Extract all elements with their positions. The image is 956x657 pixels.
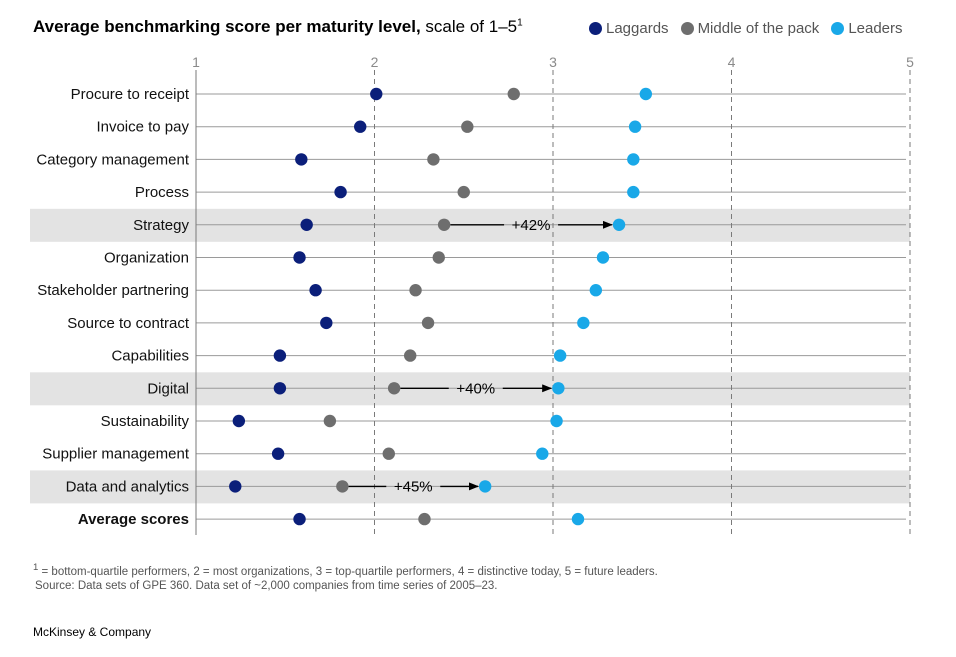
- row-label-procure-to-receipt: Procure to receipt: [71, 86, 190, 103]
- legend-marker-leaders: [831, 22, 845, 35]
- point-middle-capabilities: [404, 349, 417, 362]
- footnote-scale-text: = bottom-quartile performers, 2 = most o…: [38, 565, 658, 578]
- point-laggards-average-scores: [293, 512, 306, 526]
- footnote-scale: 1 = bottom-quartile performers, 2 = most…: [33, 561, 658, 579]
- point-laggards-supplier-management: [271, 447, 285, 460]
- x-tick-label-1: 1: [192, 54, 200, 70]
- point-middle-invoice-to-pay: [461, 120, 474, 133]
- legend-marker-middle: [680, 22, 694, 35]
- point-leaders-supplier-management: [536, 447, 549, 460]
- x-tick-label-2: 2: [371, 54, 379, 70]
- row-label-invoice-to-pay: Invoice to pay: [96, 119, 189, 136]
- point-laggards-digital: [273, 382, 287, 395]
- legend-item-laggards: Laggards: [589, 20, 669, 37]
- point-laggards-sustainability: [232, 414, 246, 428]
- row-label-sustainability: Sustainability: [101, 413, 190, 430]
- annotation-label-strategy: +42%: [512, 217, 551, 234]
- point-middle-data-and-analytics: [336, 480, 349, 493]
- annotation-label-data-and-analytics: +45%: [394, 478, 433, 495]
- point-laggards-data-and-analytics: [229, 480, 242, 493]
- row-label-category-management: Category management: [36, 151, 189, 168]
- row-label-capabilities: Capabilities: [111, 348, 189, 365]
- chart-title-light: scale of 1–5: [420, 17, 518, 36]
- x-tick-label-4: 4: [728, 54, 736, 70]
- point-middle-source-to-contract: [421, 316, 435, 330]
- legend-item-leaders: Leaders: [831, 20, 903, 37]
- footnote-source: Source: Data sets of GPE 360. Data set o…: [35, 579, 498, 592]
- point-laggards-capabilities: [273, 349, 287, 362]
- legend-marker-laggards: [589, 22, 602, 35]
- annotation-label-digital: +40%: [456, 380, 495, 397]
- point-leaders-process: [627, 185, 640, 199]
- row-label-data-and-analytics: Data and analytics: [66, 478, 189, 495]
- point-middle-category-management: [427, 153, 440, 166]
- point-laggards-process: [334, 185, 347, 199]
- point-middle-digital: [387, 382, 401, 395]
- row-label-process: Process: [135, 184, 189, 201]
- point-laggards-strategy: [300, 218, 313, 231]
- point-leaders-strategy: [612, 218, 626, 231]
- point-middle-procure-to-receipt: [507, 87, 520, 101]
- footnote: 1 = bottom-quartile performers, 2 = most…: [33, 561, 658, 593]
- point-leaders-data-and-analytics: [478, 480, 492, 493]
- point-leaders-source-to-contract: [577, 316, 590, 330]
- chart-title-bold: Average benchmarking score per maturity …: [33, 17, 421, 36]
- legend-label-leaders: Leaders: [848, 20, 903, 37]
- point-leaders-sustainability: [550, 414, 563, 428]
- row-label-digital: Digital: [147, 380, 189, 397]
- chart-title: Average benchmarking score per maturity …: [33, 17, 523, 37]
- chart-legend: Laggards Middle of the pack Leaders: [589, 20, 903, 37]
- point-leaders-digital: [552, 382, 565, 395]
- point-middle-supplier-management: [382, 447, 395, 460]
- point-laggards-source-to-contract: [320, 316, 333, 330]
- point-middle-sustainability: [323, 414, 337, 428]
- chart-title-footnote-ref: 1: [517, 17, 523, 29]
- legend-label-middle: Middle of the pack: [697, 20, 820, 37]
- point-middle-strategy: [437, 218, 451, 231]
- row-label-stakeholder-partnering: Stakeholder partnering: [37, 282, 189, 299]
- point-middle-process: [457, 185, 470, 199]
- point-leaders-invoice-to-pay: [628, 120, 642, 133]
- point-laggards-stakeholder-partnering: [309, 284, 322, 297]
- point-laggards-category-management: [295, 153, 308, 166]
- point-middle-stakeholder-partnering: [409, 284, 422, 297]
- point-leaders-capabilities: [553, 349, 567, 362]
- legend-item-middle: Middle of the pack: [680, 20, 820, 37]
- point-laggards-procure-to-receipt: [370, 87, 383, 101]
- point-middle-average-scores: [418, 512, 431, 526]
- point-laggards-organization: [293, 251, 306, 264]
- row-label-supplier-management: Supplier management: [42, 446, 190, 463]
- row-label-organization: Organization: [104, 250, 189, 267]
- point-laggards-invoice-to-pay: [354, 120, 367, 133]
- point-leaders-category-management: [627, 153, 640, 166]
- point-middle-organization: [432, 251, 445, 264]
- row-label-strategy: Strategy: [133, 217, 189, 234]
- x-tick-label-5: 5: [906, 54, 914, 70]
- footnote-marker: 1: [33, 562, 39, 573]
- point-leaders-average-scores: [571, 512, 585, 526]
- x-tick-label-3: 3: [549, 54, 557, 70]
- point-leaders-organization: [596, 251, 610, 264]
- row-label-average-scores: Average scores: [78, 511, 189, 528]
- brand-logo-text: McKinsey & Company: [33, 625, 152, 639]
- chart-area: 1 2 3 4 5 Procure to receipt Invoice to pay Cat…: [30, 54, 914, 535]
- legend-label-laggards: Laggards: [606, 20, 669, 37]
- point-leaders-procure-to-receipt: [639, 87, 653, 101]
- row-label-source-to-contract: Source to contract: [67, 315, 190, 332]
- point-leaders-stakeholder-partnering: [589, 284, 603, 297]
